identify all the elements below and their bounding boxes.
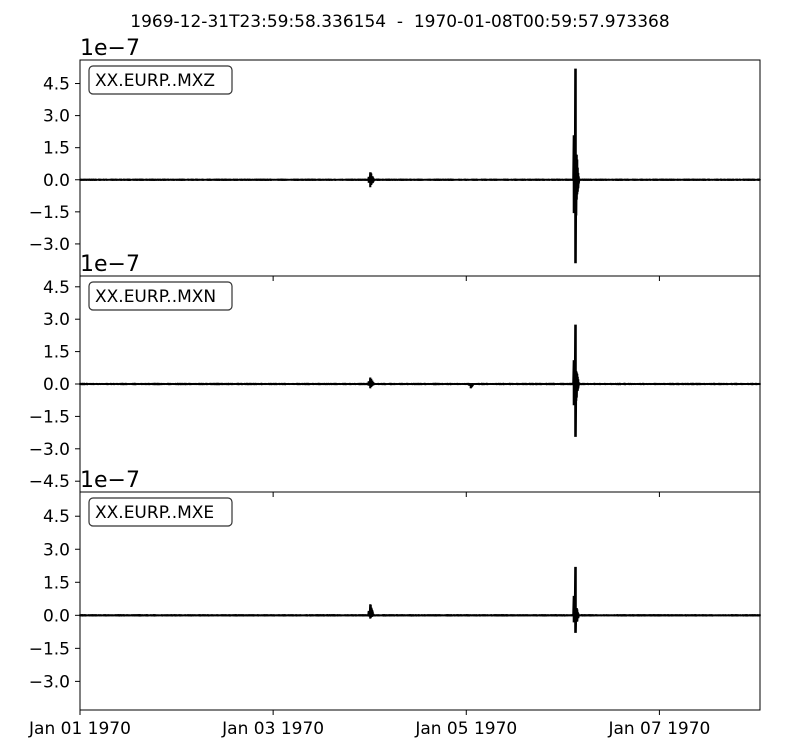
x-tick-label: Jan 07 1970 — [607, 719, 710, 739]
y-tick-label: 0.0 — [43, 606, 70, 626]
station-label-box — [88, 497, 233, 527]
y-tick-label: 0.0 — [43, 171, 70, 191]
y-offset-label: 1e−7 — [80, 252, 140, 277]
station-label-box — [88, 65, 233, 95]
y-tick-label: 1.5 — [43, 343, 70, 363]
y-tick-label: −1.5 — [29, 407, 70, 427]
y-tick-label: 4.5 — [43, 75, 70, 95]
y-tick-label: −3.0 — [29, 235, 70, 255]
station-label: XX.EURP..MXN — [95, 287, 216, 307]
y-tick-label: 4.5 — [43, 507, 70, 527]
station-label-box — [88, 281, 233, 311]
y-tick-label: −1.5 — [29, 639, 70, 659]
x-tick-label: Jan 03 1970 — [221, 719, 324, 739]
y-offset-label: 1e−7 — [80, 36, 140, 61]
trace-xx-eurp--mxz — [79, 68, 761, 264]
y-tick-label: 0.0 — [43, 375, 70, 395]
y-tick-label: −3.0 — [29, 672, 70, 692]
y-tick-label: −4.5 — [29, 472, 70, 492]
y-offset-label: 1e−7 — [80, 468, 140, 493]
y-tick-label: 3.0 — [43, 540, 70, 560]
y-tick-label: −3.0 — [29, 440, 70, 460]
trace-xx-eurp--mxe — [79, 566, 761, 633]
station-label: XX.EURP..MXE — [95, 503, 214, 523]
y-tick-label: 3.0 — [43, 310, 70, 330]
chart-title: 1969-12-31T23:59:58.336154 - 1970-01-08T… — [130, 12, 670, 32]
y-tick-label: −1.5 — [29, 203, 70, 223]
y-tick-label: 3.0 — [43, 107, 70, 127]
x-tick-label: Jan 01 1970 — [28, 719, 131, 739]
station-label: XX.EURP..MXZ — [95, 71, 215, 91]
trace-xx-eurp--mxn — [79, 324, 761, 437]
panel-frame — [79, 491, 761, 711]
y-tick-label: 1.5 — [43, 573, 70, 593]
y-tick-label: 4.5 — [43, 278, 70, 298]
x-tick-label: Jan 05 1970 — [414, 719, 517, 739]
y-tick-label: 1.5 — [43, 139, 70, 159]
